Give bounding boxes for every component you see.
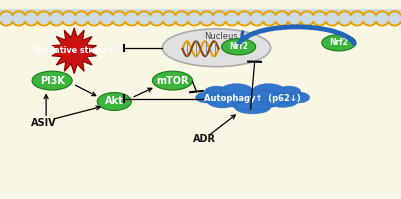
Ellipse shape	[207, 93, 239, 108]
FancyBboxPatch shape	[0, 9, 401, 24]
Text: ADR: ADR	[193, 134, 216, 144]
Text: Autophagy↑  (p62↓): Autophagy↑ (p62↓)	[204, 94, 301, 103]
Ellipse shape	[97, 93, 131, 110]
Text: Nrf2: Nrf2	[229, 42, 248, 51]
Polygon shape	[52, 28, 97, 74]
Ellipse shape	[196, 92, 217, 103]
Ellipse shape	[267, 94, 299, 107]
Ellipse shape	[288, 92, 310, 103]
Text: ASIV: ASIV	[31, 118, 57, 128]
Ellipse shape	[322, 35, 356, 51]
Ellipse shape	[235, 101, 271, 114]
Ellipse shape	[32, 71, 72, 90]
Ellipse shape	[253, 84, 285, 98]
Ellipse shape	[221, 90, 284, 109]
Ellipse shape	[162, 29, 271, 67]
Text: Nucleus: Nucleus	[204, 32, 237, 41]
Ellipse shape	[152, 71, 192, 90]
Text: Oxidative stress↑: Oxidative stress↑	[34, 46, 114, 55]
Ellipse shape	[221, 84, 253, 98]
Ellipse shape	[277, 86, 301, 97]
Text: Nrf2: Nrf2	[329, 38, 348, 47]
Text: PI3K: PI3K	[40, 76, 65, 86]
Text: mTOR: mTOR	[156, 76, 189, 86]
Text: Akt: Akt	[105, 97, 124, 106]
Ellipse shape	[205, 86, 229, 97]
Ellipse shape	[221, 39, 256, 55]
